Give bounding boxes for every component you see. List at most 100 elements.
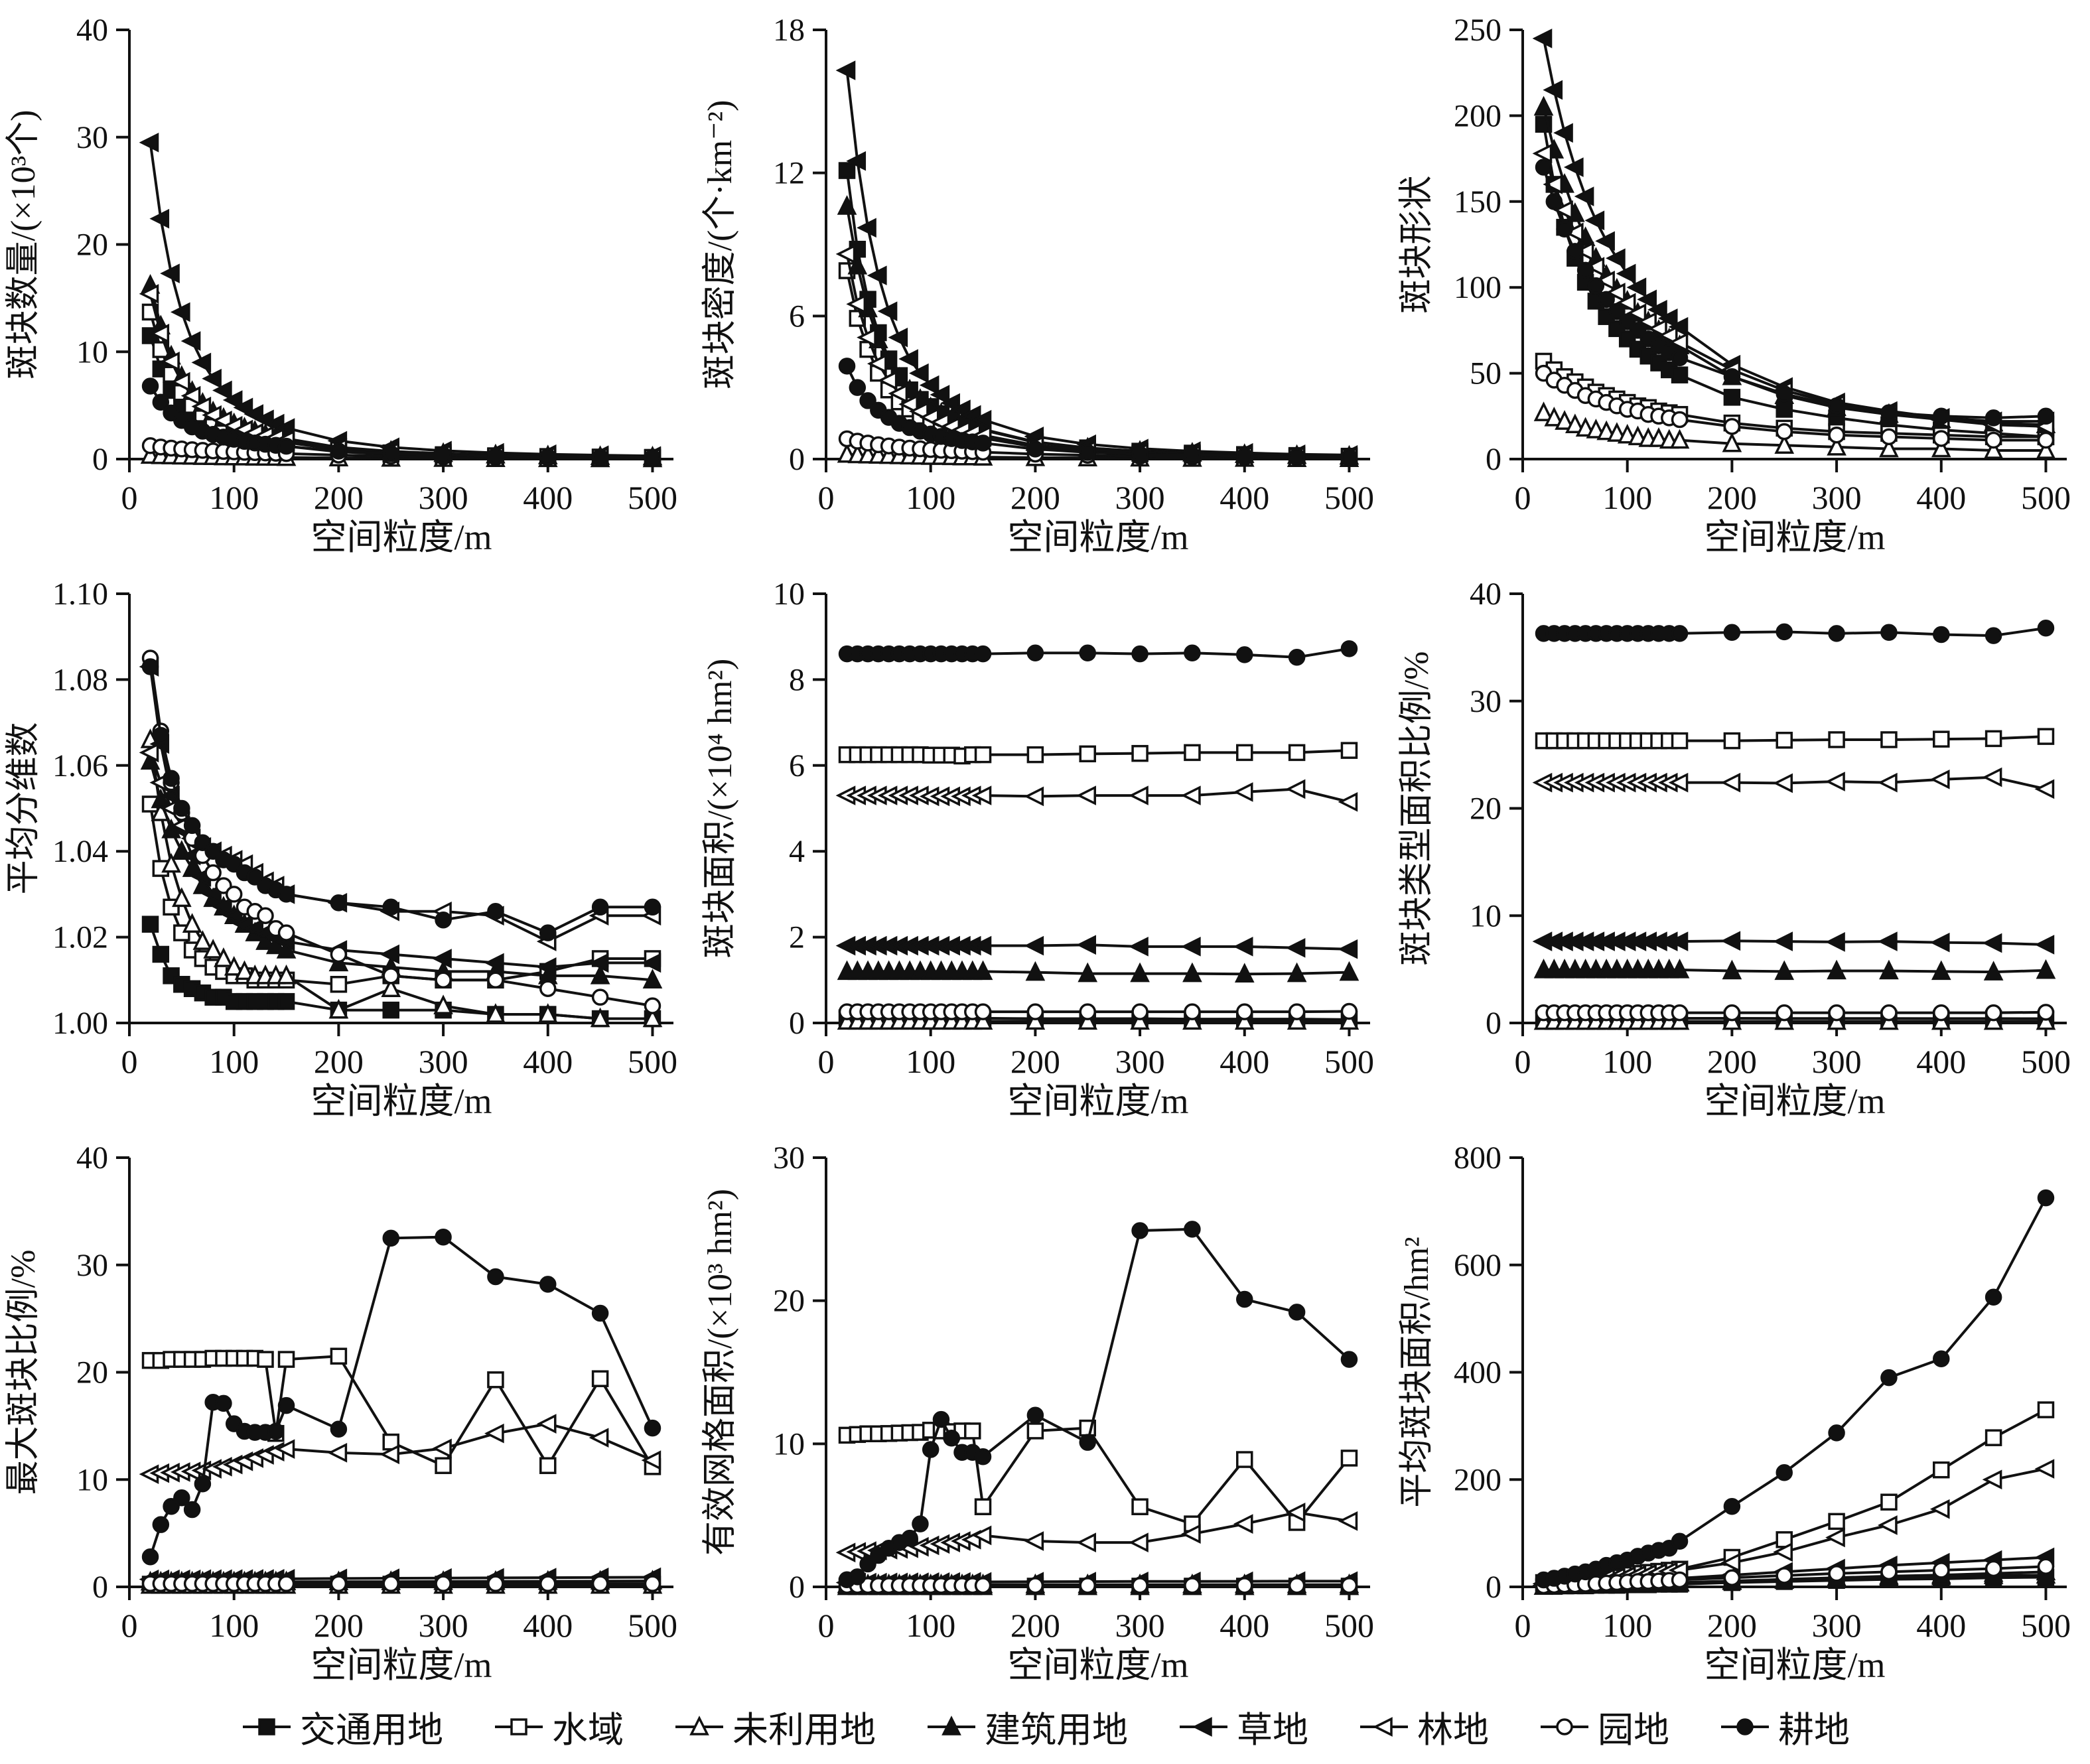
triangle-filled-marker-icon [276, 939, 297, 959]
chart-patch-count: 0 10 20 30 40 0 100 200 300 400 500 斑块数量/(×10³个) 空间粒… [0, 0, 697, 564]
left-triangle-filled-marker-icon [1773, 931, 1793, 951]
triangle-open-marker-icon [182, 913, 202, 933]
left-triangle-open-marker-icon [1982, 767, 2002, 787]
square-filled-marker-icon [277, 992, 295, 1010]
x-axis-label: 空间粒度/m [1704, 517, 1885, 557]
square-open-marker-icon [1933, 1461, 1950, 1479]
triangle-open-marker-icon [1130, 1010, 1150, 1030]
left-triangle-open-marker-icon [1285, 779, 1306, 799]
triangle-open-marker-icon [1827, 435, 1846, 456]
circle-filled-marker-icon [487, 1268, 504, 1286]
square-open-marker-icon [1131, 1498, 1149, 1515]
x-tick-label: 100 [209, 1043, 259, 1080]
left-triangle-open-marker-icon [1024, 786, 1044, 807]
left-triangle-open-marker-icon [1285, 1503, 1306, 1523]
left-triangle-filled-marker-icon [1233, 937, 1253, 957]
square-open-marker-icon [1933, 730, 1950, 748]
series-circle-filled [1535, 1189, 2055, 1589]
square-open-marker-icon [435, 1457, 452, 1474]
left-triangle-filled-marker-icon [1720, 931, 1741, 951]
circle-filled-marker-icon [1776, 1463, 1793, 1481]
circle-open-marker-icon [644, 997, 662, 1014]
circle-open-marker-icon [1671, 411, 1689, 429]
x-tick-label: 200 [1707, 1043, 1757, 1080]
left-triangle-filled-marker-icon [222, 390, 243, 410]
circle-open-marker-icon [2037, 1558, 2055, 1576]
series-square-open [838, 742, 1358, 765]
left-triangle-open-marker-icon [149, 323, 170, 344]
left-triangle-filled-marker-icon [233, 397, 253, 418]
circle-filled-marker-icon [215, 1394, 232, 1412]
series-circle-open [1535, 1004, 2055, 1022]
left-triangle-filled-marker-icon [275, 418, 295, 438]
triangle-open-marker-icon [2036, 439, 2056, 459]
legend-item-circle-open: 园地 [1538, 1700, 1669, 1753]
circle-open-marker-icon [1776, 1567, 1793, 1584]
series-left-triangle-open [139, 1414, 662, 1484]
circle-open-marker-icon [644, 1575, 662, 1592]
square-filled-marker-icon [1723, 389, 1741, 406]
circle-filled-marker-icon [173, 1489, 190, 1507]
triangle-open-marker-icon [192, 930, 213, 950]
left-triangle-open-marker-icon [2034, 779, 2055, 799]
circle-open-marker-icon [487, 1575, 504, 1592]
circle-filled-marker-icon [591, 1304, 609, 1322]
circle-open-marker-icon [1340, 1577, 1358, 1594]
triangle-open-marker-icon [689, 1715, 709, 1735]
triangle-open-marker-icon [1722, 432, 1742, 452]
y-tick-label: 10 [773, 1426, 805, 1461]
square-filled-marker-icon [838, 162, 856, 179]
triangle-open-marker-icon [1025, 1010, 1046, 1030]
circle-filled-marker-icon [330, 894, 348, 912]
x-tick-label: 400 [1916, 1607, 1966, 1644]
left-triangle-open-marker-icon [160, 351, 180, 372]
circle-open-marker-icon [1933, 430, 1950, 447]
y-tick-label: 0 [92, 442, 108, 477]
left-triangle-filled-marker-icon [919, 375, 940, 395]
triangle-filled-marker-icon [1287, 962, 1307, 983]
series-circle-filled [838, 1221, 1358, 1588]
x-tick-label: 200 [314, 1043, 364, 1080]
circle-filled-marker-icon [1736, 1718, 1754, 1735]
left-triangle-open-icon [1360, 1716, 1408, 1737]
left-triangle-open-marker-icon [1647, 318, 1667, 339]
left-triangle-open-marker-icon [432, 1438, 452, 1459]
left-triangle-filled-marker-icon [212, 380, 232, 401]
x-tick-label: 500 [1324, 1043, 1374, 1080]
left-triangle-filled-marker-icon [380, 944, 399, 965]
x-tick-label: 0 [818, 479, 835, 516]
left-triangle-open-marker-icon [888, 383, 908, 403]
triangle-open-marker-icon [1596, 420, 1616, 441]
circle-open-marker-icon [1671, 1571, 1689, 1589]
circle-open-marker-icon [435, 971, 452, 989]
series-triangle-open [140, 728, 663, 1028]
x-tick-label: 100 [209, 1607, 259, 1644]
triangle-filled-marker-icon [265, 934, 286, 955]
y-tick-label: 250 [1454, 13, 1501, 48]
left-triangle-open-marker-icon [1338, 791, 1358, 812]
square-filled-marker-icon [382, 1001, 399, 1019]
circle-filled-marker-icon [539, 924, 557, 941]
triangle-filled-marker-icon [1669, 959, 1690, 979]
left-triangle-filled-marker-icon [222, 906, 243, 926]
square-filled-marker-icon [258, 1718, 275, 1735]
circle-filled-marker-icon [1236, 1290, 1253, 1308]
circle-filled-marker-icon [141, 377, 159, 395]
circle-filled-marker-icon [1184, 644, 1201, 662]
left-triangle-open-marker-icon [139, 284, 159, 304]
circle-filled-marker-icon [859, 392, 876, 409]
y-tick-label: 4 [789, 834, 805, 869]
series-left-triangle-open [835, 1503, 1358, 1563]
left-triangle-filled-marker-icon [1616, 263, 1636, 284]
circle-open-marker-icon [1236, 1577, 1253, 1594]
left-triangle-open-marker-icon [1878, 1515, 1898, 1535]
left-triangle-filled-marker-icon [1626, 277, 1647, 298]
left-triangle-filled-marker-icon [202, 368, 222, 389]
triangle-open-marker-icon [1586, 419, 1606, 439]
series-circle-open [141, 1575, 662, 1592]
x-tick-label: 200 [1010, 479, 1060, 516]
chart-mean-fractal-dimension: 1.00 1.02 1.04 1.06 1.08 1.10 0 100 200 300 400 500… [0, 564, 697, 1128]
legend-label: 园地 [1598, 1710, 1669, 1750]
triangle-open-marker-icon [1879, 437, 1899, 458]
